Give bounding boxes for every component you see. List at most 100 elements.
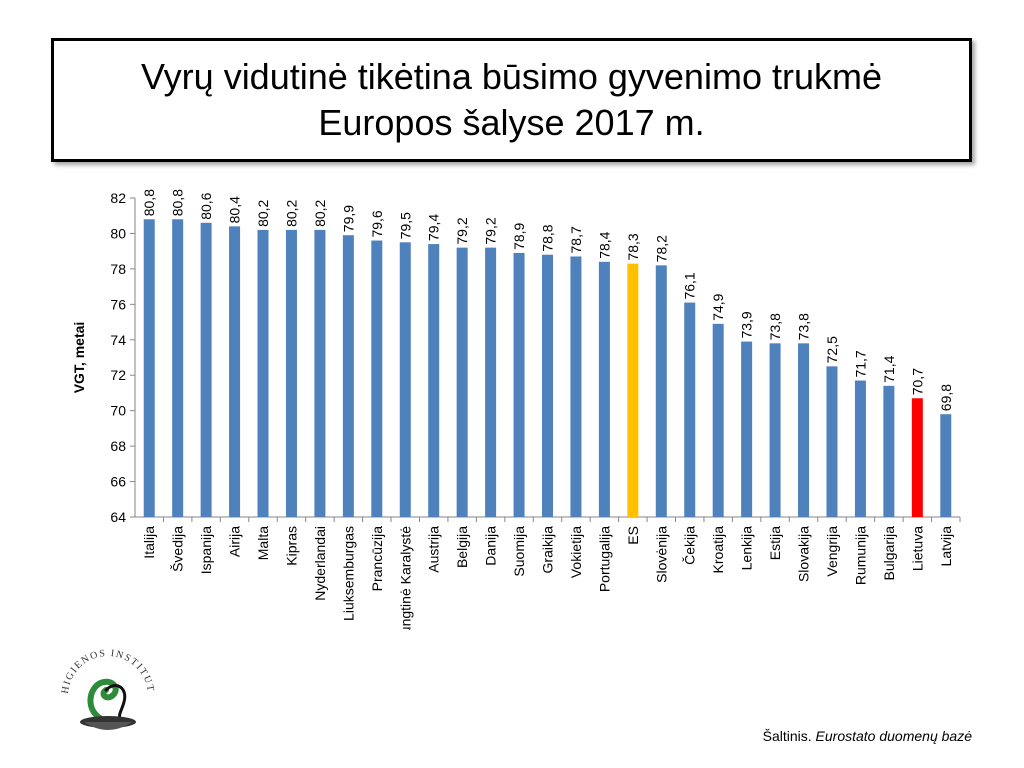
bar-value-label: 80,6: [198, 192, 214, 219]
category-label: ES: [625, 526, 641, 545]
bar: [883, 385, 895, 517]
title-box: Vyrų vidutinė tikėtina būsimo gyvenimo t…: [51, 38, 972, 162]
bar: [200, 222, 212, 518]
category-label: Airija: [227, 526, 243, 557]
y-tick-label: 72: [110, 367, 126, 383]
bar-value-label: 80,8: [170, 189, 186, 216]
category-label: Lenkija: [739, 526, 755, 571]
bar-chart: 64 66 68 70 72 74 76 78 80 82 VGT, metai 80,8 Italij…: [71, 189, 961, 630]
category-label: Malta: [255, 526, 271, 560]
bar-value-label: 79,2: [454, 217, 470, 244]
svg-text:HIGIENOS INSTITUTAS: HIGIENOS INSTITUTAS: [54, 632, 156, 694]
category-label: Nyderlandai: [312, 526, 328, 601]
bar-value-label: 70,7: [909, 368, 925, 395]
y-tick-label: 76: [110, 296, 126, 312]
category-label: Rumunija: [852, 526, 868, 585]
bar: [798, 343, 810, 517]
bar: [769, 343, 781, 517]
category-label: Slovėnija: [653, 526, 669, 583]
bar: [485, 247, 497, 517]
category-label: Austrija: [426, 526, 442, 573]
category-label: Lietuva: [909, 526, 925, 571]
bar: [627, 263, 639, 517]
category-label: Italija: [141, 526, 157, 559]
bar: [655, 265, 667, 517]
bar: [428, 244, 440, 518]
bar: [570, 256, 582, 517]
chart-title-line-2: Europos šalyse 2017 m.: [318, 102, 705, 143]
bar: [940, 414, 952, 517]
category-label: Jungtinė Karalystė: [397, 526, 413, 630]
category-label: Suomija: [511, 526, 527, 577]
bar: [854, 380, 866, 517]
bar: [285, 229, 297, 517]
bar-value-label: 78,8: [540, 224, 556, 251]
bar-value-label: 79,6: [369, 210, 385, 237]
bar-value-label: 80,4: [227, 196, 243, 223]
category-label: Liuksemburgas: [340, 526, 356, 621]
bar: [598, 261, 610, 517]
bar-value-label: 80,8: [141, 189, 157, 216]
y-tick-label: 82: [110, 190, 126, 206]
bar-value-label: 71,4: [881, 355, 897, 382]
bar-value-label: 73,8: [796, 313, 812, 340]
bar: [257, 229, 269, 517]
bar-value-label: 79,5: [397, 212, 413, 239]
category-label: Vokietija: [568, 526, 584, 578]
bar: [143, 219, 155, 517]
source-prefix: Šaltinis.: [762, 728, 816, 744]
bar: [741, 341, 753, 517]
chart-title-line-1: Vyrų vidutinė tikėtina būsimo gyvenimo t…: [141, 56, 882, 97]
bar: [684, 302, 696, 517]
bar-value-label: 78,4: [596, 231, 612, 258]
category-label: Belgija: [454, 526, 470, 568]
bar-value-label: 78,9: [511, 222, 527, 249]
y-tick-label: 74: [110, 332, 126, 348]
category-label: Prancūzija: [369, 526, 385, 592]
bar-value-label: 80,2: [312, 199, 328, 226]
category-label: Graikija: [540, 526, 556, 574]
y-tick-label: 68: [110, 438, 126, 454]
y-tick-label: 78: [110, 261, 126, 277]
category-label: Latvija: [938, 526, 954, 567]
category-label: Slovakija: [796, 526, 812, 582]
category-label: Čekija: [682, 526, 698, 565]
bar-value-label: 73,8: [767, 313, 783, 340]
bar-value-label: 72,5: [824, 336, 840, 363]
bar-value-label: 80,2: [255, 199, 271, 226]
bar-value-label: 78,2: [653, 235, 669, 262]
source-name: Eurostato duomenų bazė: [815, 728, 972, 744]
bar-value-label: 71,7: [852, 350, 868, 377]
bar: [229, 226, 241, 517]
y-tick-label: 66: [110, 474, 126, 490]
bar-value-label: 76,1: [682, 272, 698, 299]
bar-value-label: 79,9: [340, 205, 356, 232]
y-axis-label: VGT, metai: [71, 322, 87, 394]
bar-value-label: 78,7: [568, 226, 584, 253]
source-note: Šaltinis. Eurostato duomenų bazė: [763, 728, 972, 744]
logo-text: HIGIENOS INSTITUTAS: [54, 632, 154, 694]
bar: [399, 242, 411, 518]
bar: [371, 240, 383, 517]
y-tick-label: 80: [110, 225, 126, 241]
category-label: Vengrija: [824, 526, 840, 577]
bar: [542, 254, 553, 517]
bar-value-label: 73,9: [739, 311, 755, 338]
category-label: Portugalija: [596, 526, 612, 592]
bar: [342, 235, 354, 517]
hygiene-institute-logo: HIGIENOS INSTITUTAS: [54, 632, 156, 730]
category-label: Estija: [767, 526, 783, 560]
bar-value-label: 79,2: [483, 217, 499, 244]
category-label: Bulgarija: [881, 526, 897, 581]
y-tick-label: 70: [110, 403, 126, 419]
bar: [456, 247, 468, 517]
category-label: Švedija: [170, 526, 186, 572]
category-label: Kroatija: [710, 526, 726, 574]
bar-value-label: 78,3: [625, 233, 641, 260]
bar: [513, 252, 525, 517]
bar: [826, 366, 838, 517]
bar: [911, 398, 923, 517]
category-label: Ispanija: [198, 526, 214, 574]
bar: [314, 229, 326, 517]
category-label: Kipras: [283, 526, 299, 566]
